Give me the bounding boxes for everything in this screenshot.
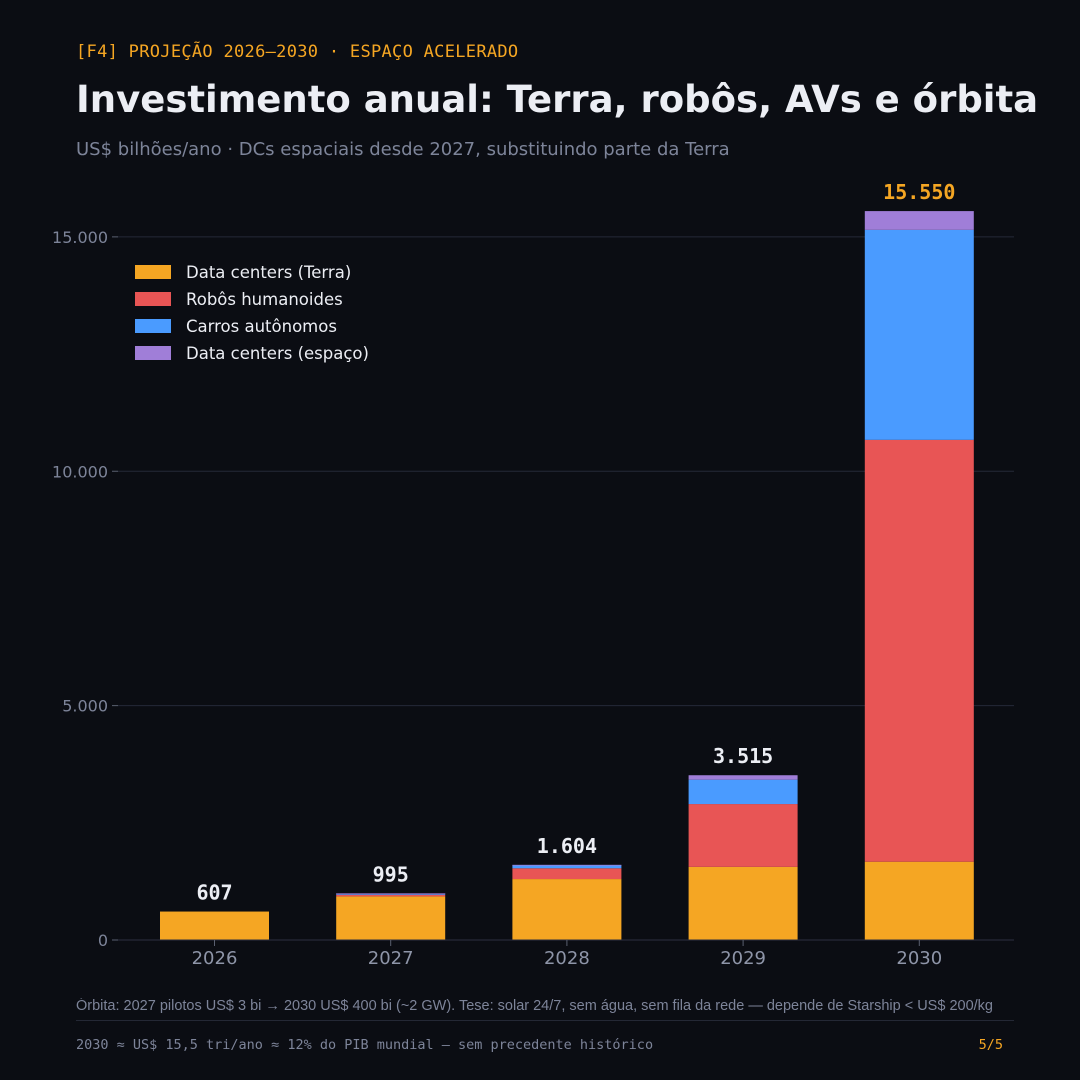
bar-segment [512, 865, 622, 869]
bar-segment [336, 896, 446, 940]
bar-segment [512, 864, 622, 866]
summary-line: 2030 ≈ US$ 15,5 tri/ano ≈ 12% do PIB mun… [76, 1037, 654, 1053]
bar-segment [688, 779, 798, 805]
bar-segment [688, 775, 798, 780]
bar-segment [336, 893, 446, 895]
bar-segment [864, 861, 974, 940]
x-tick-label: 2029 [720, 948, 766, 969]
page-number: 5/5 [978, 1037, 1003, 1053]
bar-segment [864, 439, 974, 862]
page-subtitle: US$ bilhões/ano · DCs espaciais desde 20… [76, 139, 730, 160]
x-tick-label: 2030 [896, 948, 942, 969]
bar-segment [688, 866, 798, 940]
y-tick-label: 0 [98, 931, 108, 950]
bar-segment [688, 804, 798, 867]
legend-label: Robôs humanoides [186, 290, 343, 309]
x-tick-label: 2027 [368, 948, 414, 969]
bar-total-label: 1.604 [537, 834, 597, 858]
y-tick-label: 15.000 [52, 228, 108, 247]
bar-total-label: 15.550 [883, 180, 955, 204]
page-title: Investimento anual: Terra, robôs, AVs e … [76, 78, 1039, 121]
x-tick-label: 2028 [544, 948, 590, 969]
footnote: Órbita: 2027 pilotos US$ 3 bi → 2030 US$… [76, 998, 993, 1014]
bar-segment [864, 211, 974, 230]
stacked-bar-chart: 607 995 1.604 3.515 15.550 0 5.000 10.000 15.00… [52, 180, 1014, 969]
y-tick-label: 5.000 [62, 697, 108, 716]
bar-segment [160, 911, 269, 940]
kicker: [F4] PROJEÇÃO 2026–2030 · ESPAÇO ACELERA… [76, 42, 519, 62]
legend-swatch [135, 265, 171, 279]
legend-label: Data centers (Terra) [186, 263, 351, 282]
legend-label: Carros autônomos [186, 317, 337, 336]
bar-segment [336, 894, 446, 897]
legend: Data centers (Terra) Robôs humanoides Carr… [135, 263, 369, 363]
legend-swatch [135, 292, 171, 306]
bar-total-label: 995 [373, 862, 409, 886]
legend-label: Data centers (espaço) [186, 344, 369, 363]
legend-swatch [135, 346, 171, 360]
bars: 607 995 1.604 3.515 15.550 [160, 180, 974, 940]
legend-swatch [135, 319, 171, 333]
bar-total-label: 3.515 [713, 744, 773, 768]
bar-segment [512, 879, 622, 940]
bar-segment [864, 229, 974, 440]
x-tick-label: 2026 [192, 948, 238, 969]
grid-lines [118, 236, 1014, 707]
divider [76, 1020, 1014, 1021]
bar-total-label: 607 [196, 881, 232, 905]
bar-segment [512, 868, 622, 880]
axes: 0 5.000 10.000 15.000 2026 2027 2028 2029 2030 [52, 228, 1014, 969]
y-tick-label: 10.000 [52, 462, 108, 481]
